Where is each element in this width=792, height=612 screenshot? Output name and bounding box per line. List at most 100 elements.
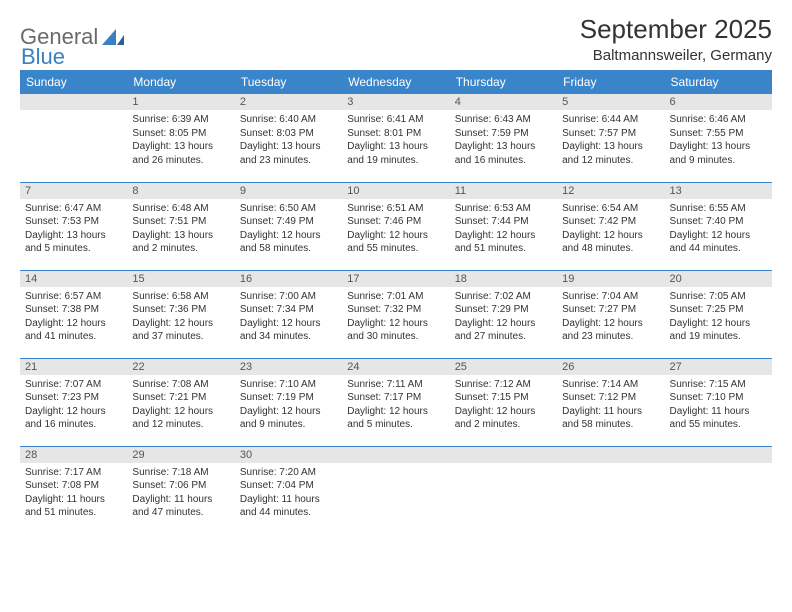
- day-number: 7: [20, 183, 127, 199]
- daylight-text: Daylight: 12 hours and 30 minutes.: [347, 317, 444, 344]
- sunset-text: Sunset: 7:27 PM: [562, 303, 659, 317]
- sunset-text: Sunset: 7:17 PM: [347, 391, 444, 405]
- day-content: Sunrise: 6:53 AMSunset: 7:44 PMDaylight:…: [450, 199, 557, 260]
- day-number: 25: [450, 359, 557, 375]
- calendar-day-cell: [342, 446, 449, 534]
- daylight-text: Daylight: 12 hours and 27 minutes.: [455, 317, 552, 344]
- sunrise-text: Sunrise: 6:50 AM: [240, 202, 337, 216]
- day-number: 17: [342, 271, 449, 287]
- sunrise-text: Sunrise: 6:51 AM: [347, 202, 444, 216]
- sunrise-text: Sunrise: 6:41 AM: [347, 113, 444, 127]
- sunset-text: Sunset: 7:46 PM: [347, 215, 444, 229]
- day-content: Sunrise: 7:04 AMSunset: 7:27 PMDaylight:…: [557, 287, 664, 348]
- sunrise-text: Sunrise: 6:39 AM: [132, 113, 229, 127]
- daylight-text: Daylight: 11 hours and 55 minutes.: [670, 405, 767, 432]
- day-number: [342, 447, 449, 463]
- logo-sail-icon: [102, 29, 124, 45]
- day-number: 24: [342, 359, 449, 375]
- day-content: Sunrise: 6:55 AMSunset: 7:40 PMDaylight:…: [665, 199, 772, 260]
- sunrise-text: Sunrise: 7:17 AM: [25, 466, 122, 480]
- day-content: [342, 463, 449, 470]
- sunset-text: Sunset: 7:49 PM: [240, 215, 337, 229]
- day-content: Sunrise: 6:48 AMSunset: 7:51 PMDaylight:…: [127, 199, 234, 260]
- daylight-text: Daylight: 13 hours and 23 minutes.: [240, 140, 337, 167]
- calendar-day-cell: 10Sunrise: 6:51 AMSunset: 7:46 PMDayligh…: [342, 182, 449, 270]
- sunrise-text: Sunrise: 7:15 AM: [670, 378, 767, 392]
- day-number: 20: [665, 271, 772, 287]
- daylight-text: Daylight: 12 hours and 34 minutes.: [240, 317, 337, 344]
- calendar-day-cell: 18Sunrise: 7:02 AMSunset: 7:29 PMDayligh…: [450, 270, 557, 358]
- daylight-text: Daylight: 12 hours and 5 minutes.: [347, 405, 444, 432]
- daylight-text: Daylight: 13 hours and 12 minutes.: [562, 140, 659, 167]
- sunrise-text: Sunrise: 6:44 AM: [562, 113, 659, 127]
- day-content: Sunrise: 7:10 AMSunset: 7:19 PMDaylight:…: [235, 375, 342, 436]
- sunset-text: Sunset: 7:51 PM: [132, 215, 229, 229]
- day-number: 9: [235, 183, 342, 199]
- day-number: 11: [450, 183, 557, 199]
- sunrise-text: Sunrise: 6:53 AM: [455, 202, 552, 216]
- day-content: Sunrise: 7:00 AMSunset: 7:34 PMDaylight:…: [235, 287, 342, 348]
- sunrise-text: Sunrise: 6:58 AM: [132, 290, 229, 304]
- sunrise-text: Sunrise: 6:46 AM: [670, 113, 767, 127]
- weekday-header: Monday: [127, 70, 234, 94]
- sunset-text: Sunset: 7:34 PM: [240, 303, 337, 317]
- sunrise-text: Sunrise: 7:14 AM: [562, 378, 659, 392]
- sunset-text: Sunset: 7:38 PM: [25, 303, 122, 317]
- calendar-day-cell: 4Sunrise: 6:43 AMSunset: 7:59 PMDaylight…: [450, 94, 557, 182]
- sunset-text: Sunset: 7:59 PM: [455, 127, 552, 141]
- sunset-text: Sunset: 7:12 PM: [562, 391, 659, 405]
- calendar-day-cell: [20, 94, 127, 182]
- day-number: 6: [665, 94, 772, 110]
- calendar-day-cell: 19Sunrise: 7:04 AMSunset: 7:27 PMDayligh…: [557, 270, 664, 358]
- daylight-text: Daylight: 12 hours and 12 minutes.: [132, 405, 229, 432]
- day-number: 1: [127, 94, 234, 110]
- day-content: Sunrise: 7:08 AMSunset: 7:21 PMDaylight:…: [127, 375, 234, 436]
- day-content: Sunrise: 6:44 AMSunset: 7:57 PMDaylight:…: [557, 110, 664, 171]
- day-content: Sunrise: 6:39 AMSunset: 8:05 PMDaylight:…: [127, 110, 234, 171]
- sunrise-text: Sunrise: 7:02 AM: [455, 290, 552, 304]
- sunset-text: Sunset: 7:29 PM: [455, 303, 552, 317]
- daylight-text: Daylight: 12 hours and 44 minutes.: [670, 229, 767, 256]
- weekday-header: Sunday: [20, 70, 127, 94]
- calendar-day-cell: 13Sunrise: 6:55 AMSunset: 7:40 PMDayligh…: [665, 182, 772, 270]
- day-number: [557, 447, 664, 463]
- sunset-text: Sunset: 7:44 PM: [455, 215, 552, 229]
- calendar-day-cell: 5Sunrise: 6:44 AMSunset: 7:57 PMDaylight…: [557, 94, 664, 182]
- calendar-week-row: 21Sunrise: 7:07 AMSunset: 7:23 PMDayligh…: [20, 358, 772, 446]
- sunset-text: Sunset: 7:23 PM: [25, 391, 122, 405]
- calendar-day-cell: 20Sunrise: 7:05 AMSunset: 7:25 PMDayligh…: [665, 270, 772, 358]
- day-content: [665, 463, 772, 470]
- day-content: Sunrise: 7:18 AMSunset: 7:06 PMDaylight:…: [127, 463, 234, 524]
- month-title: September 2025: [580, 14, 772, 45]
- day-content: [450, 463, 557, 470]
- day-content: Sunrise: 6:54 AMSunset: 7:42 PMDaylight:…: [557, 199, 664, 260]
- day-number: 29: [127, 447, 234, 463]
- calendar-day-cell: 25Sunrise: 7:12 AMSunset: 7:15 PMDayligh…: [450, 358, 557, 446]
- calendar-day-cell: 24Sunrise: 7:11 AMSunset: 7:17 PMDayligh…: [342, 358, 449, 446]
- location: Baltmannsweiler, Germany: [580, 47, 772, 64]
- sunrise-text: Sunrise: 6:47 AM: [25, 202, 122, 216]
- day-content: Sunrise: 6:43 AMSunset: 7:59 PMDaylight:…: [450, 110, 557, 171]
- day-content: Sunrise: 7:12 AMSunset: 7:15 PMDaylight:…: [450, 375, 557, 436]
- calendar-day-cell: 29Sunrise: 7:18 AMSunset: 7:06 PMDayligh…: [127, 446, 234, 534]
- day-content: Sunrise: 7:02 AMSunset: 7:29 PMDaylight:…: [450, 287, 557, 348]
- day-number: 2: [235, 94, 342, 110]
- weekday-header-row: SundayMondayTuesdayWednesdayThursdayFrid…: [20, 70, 772, 94]
- day-content: Sunrise: 6:40 AMSunset: 8:03 PMDaylight:…: [235, 110, 342, 171]
- day-number: 18: [450, 271, 557, 287]
- daylight-text: Daylight: 12 hours and 9 minutes.: [240, 405, 337, 432]
- day-number: 14: [20, 271, 127, 287]
- calendar-day-cell: 23Sunrise: 7:10 AMSunset: 7:19 PMDayligh…: [235, 358, 342, 446]
- calendar-day-cell: 17Sunrise: 7:01 AMSunset: 7:32 PMDayligh…: [342, 270, 449, 358]
- day-content: Sunrise: 6:57 AMSunset: 7:38 PMDaylight:…: [20, 287, 127, 348]
- calendar-day-cell: 26Sunrise: 7:14 AMSunset: 7:12 PMDayligh…: [557, 358, 664, 446]
- calendar-day-cell: 14Sunrise: 6:57 AMSunset: 7:38 PMDayligh…: [20, 270, 127, 358]
- day-number: [450, 447, 557, 463]
- daylight-text: Daylight: 12 hours and 23 minutes.: [562, 317, 659, 344]
- calendar-day-cell: 7Sunrise: 6:47 AMSunset: 7:53 PMDaylight…: [20, 182, 127, 270]
- calendar-body: 1Sunrise: 6:39 AMSunset: 8:05 PMDaylight…: [20, 94, 772, 534]
- day-number: 10: [342, 183, 449, 199]
- calendar-table: SundayMondayTuesdayWednesdayThursdayFrid…: [20, 70, 772, 534]
- sunrise-text: Sunrise: 7:20 AM: [240, 466, 337, 480]
- daylight-text: Daylight: 11 hours and 51 minutes.: [25, 493, 122, 520]
